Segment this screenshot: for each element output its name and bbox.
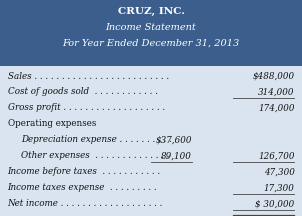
Text: For Year Ended December 31, 2013: For Year Ended December 31, 2013	[63, 39, 239, 48]
Text: Cost of goods sold  . . . . . . . . . . . .: Cost of goods sold . . . . . . . . . . .…	[8, 87, 157, 97]
Text: Income Statement: Income Statement	[106, 22, 196, 32]
Text: 314,000: 314,000	[258, 87, 294, 97]
Text: $ 30,000: $ 30,000	[255, 199, 294, 208]
Text: Other expenses  . . . . . . . . . . . . . .: Other expenses . . . . . . . . . . . . .…	[21, 151, 170, 160]
Text: Income before taxes  . . . . . . . . . . .: Income before taxes . . . . . . . . . . …	[8, 167, 161, 176]
Text: Sales . . . . . . . . . . . . . . . . . . . . . . . . .: Sales . . . . . . . . . . . . . . . . . …	[8, 71, 169, 81]
Bar	[0, 66, 302, 216]
Text: 89,100: 89,100	[161, 151, 192, 160]
Text: Gross profit . . . . . . . . . . . . . . . . . . .: Gross profit . . . . . . . . . . . . . .…	[8, 103, 165, 113]
Text: 126,700: 126,700	[258, 151, 294, 160]
Text: Net income . . . . . . . . . . . . . . . . . . .: Net income . . . . . . . . . . . . . . .…	[8, 199, 163, 208]
Text: 174,000: 174,000	[258, 103, 294, 113]
Text: $488,000: $488,000	[252, 71, 294, 81]
Text: 17,300: 17,300	[264, 183, 294, 192]
Text: Operating expenses: Operating expenses	[8, 119, 96, 128]
Text: 47,300: 47,300	[264, 167, 294, 176]
Text: CRUZ, INC.: CRUZ, INC.	[117, 7, 185, 16]
Bar	[0, 0, 302, 66]
Text: Depreciation expense . . . . . . . . . .: Depreciation expense . . . . . . . . . .	[21, 135, 172, 144]
Text: Income taxes expense  . . . . . . . . .: Income taxes expense . . . . . . . . .	[8, 183, 157, 192]
Text: $37,600: $37,600	[155, 135, 192, 144]
